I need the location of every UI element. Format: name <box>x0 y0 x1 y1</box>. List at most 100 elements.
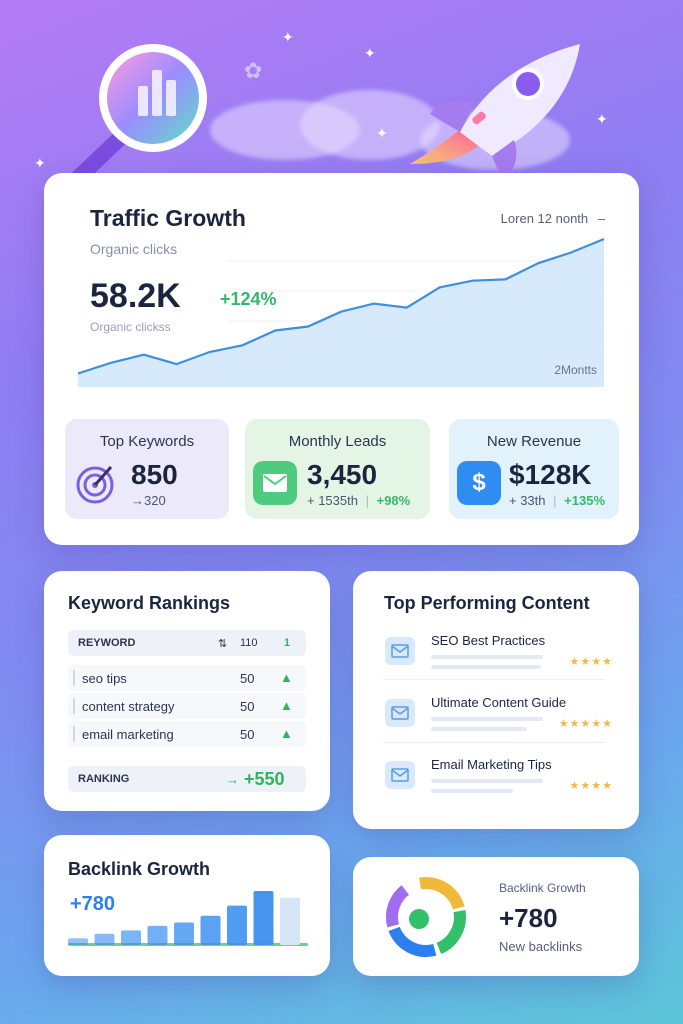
stat-label: Top Keywords <box>99 433 195 450</box>
placeholder-line <box>431 727 527 731</box>
sparkle-icon: ✦ <box>364 45 376 61</box>
keyword-name: email marketing <box>82 727 174 742</box>
content-item[interactable]: Email Marketing Tips ★★★★ <box>383 757 613 809</box>
mail-icon <box>385 637 415 665</box>
mail-icon <box>253 461 297 505</box>
row-marker <box>73 698 75 714</box>
bar <box>121 930 141 945</box>
period-label: Loren 12 nonth <box>500 211 589 226</box>
ranking-value: +550 <box>244 769 285 789</box>
arrow-up-icon: ▲ <box>280 698 293 713</box>
content-item[interactable]: Ultimate Content Guide ★★★★★ <box>383 695 613 747</box>
series-line <box>78 237 605 375</box>
period-selector[interactable]: Loren 12 nonth – <box>501 211 605 226</box>
ranking-summary: RANKING → +550 <box>68 766 306 792</box>
sparkle-icon: ✿ <box>244 58 263 83</box>
traffic-subtitle: Organic clicks <box>90 241 178 257</box>
bar <box>94 933 115 945</box>
traffic-area-chart <box>78 237 605 387</box>
ranking-label: RANKING <box>78 773 130 785</box>
stat-card-monthly-leads[interactable]: Monthly Leads 3,450 + 1535th | +98% <box>245 419 430 519</box>
keyword-name: seo tips <box>82 671 127 686</box>
keyword-rankings-title: Keyword Rankings <box>68 593 231 613</box>
sparkle-icon: ✦ <box>282 29 294 45</box>
stat-label: Monthly Leads <box>288 433 387 450</box>
backlink-growth-card: Backlink Growth +780 <box>44 835 330 976</box>
keyword-table-header: REYWORD ⇅ 110 1 <box>68 630 306 656</box>
sparkle-icon: ✦ <box>596 111 608 127</box>
stat-value: 850 <box>131 459 178 490</box>
stat-gain: +98% <box>376 493 411 508</box>
placeholder-line <box>431 789 513 793</box>
keyword-rank: 50 <box>240 671 255 686</box>
content-name: Email Marketing Tips <box>431 757 552 772</box>
keyword-rank: 50 <box>240 727 255 742</box>
keyword-rankings-card: Keyword Rankings REYWORD ⇅ 110 1 seo tip… <box>44 571 330 811</box>
divider <box>383 679 605 680</box>
traffic-value: 58.2K <box>90 277 181 315</box>
backlink-caption: New backlinks <box>499 939 583 954</box>
traffic-change: +124% <box>220 289 277 309</box>
divider: | <box>365 493 369 508</box>
stat-label: New Revenue <box>486 433 582 450</box>
content-item[interactable]: SEO Best Practices ★★★★ <box>383 633 613 685</box>
placeholder-line <box>431 655 543 659</box>
stat-card-new-revenue[interactable]: New Revenue $ $128K + 33th | +135% <box>449 419 619 519</box>
arrow-right-icon: → <box>226 772 239 787</box>
area-fill <box>78 239 604 387</box>
magnifier-icon <box>70 44 207 186</box>
sparkle-icon: ✦ <box>376 125 388 141</box>
sparkle-icon: ✦ <box>34 155 46 171</box>
backlink-bar-chart <box>68 891 308 946</box>
bar <box>253 891 274 945</box>
placeholder-line <box>431 665 541 669</box>
stat-sub: + 33th <box>509 493 546 508</box>
column-change: 1 <box>284 637 291 649</box>
bar <box>174 922 194 945</box>
backlink-label: Backlink Growth <box>499 881 586 895</box>
target-icon <box>73 461 117 505</box>
chevron-down-icon: – <box>597 211 605 226</box>
keyword-row[interactable]: email marketing 50 ▲ <box>68 721 306 747</box>
keyword-row[interactable]: content strategy 50 ▲ <box>68 693 306 719</box>
star-rating: ★★★★★ <box>558 718 613 730</box>
traffic-subtitle-secondary: Organic clickss <box>90 320 171 334</box>
row-marker <box>73 670 75 686</box>
placeholder-line <box>431 779 543 783</box>
backlink-summary-card: Backlink Growth +780 New backlinks <box>353 857 639 976</box>
traffic-title: Traffic Growth <box>90 205 246 231</box>
divider <box>383 742 605 743</box>
backlink-value: +780 <box>499 903 558 933</box>
mail-icon <box>385 761 415 789</box>
bar <box>200 915 221 945</box>
content-name: SEO Best Practices <box>431 633 546 648</box>
top-content-card: Top Performing Content SEO Best Practice… <box>353 571 639 829</box>
row-marker <box>73 726 75 742</box>
arrow-up-icon: ▲ <box>280 670 293 685</box>
chart-axis-label: 2Montts <box>554 363 597 377</box>
bar <box>68 938 88 945</box>
bar <box>147 925 168 945</box>
stat-card-top-keywords[interactable]: Top Keywords 850 →320 <box>65 419 229 519</box>
column-count: 110 <box>240 637 258 649</box>
stat-value: $128K <box>509 459 592 490</box>
donut-ring-icon <box>386 877 466 957</box>
top-content-title: Top Performing Content <box>384 593 590 613</box>
bar <box>227 905 247 945</box>
placeholder-line <box>431 717 543 721</box>
star-rating: ★★★★ <box>569 656 613 668</box>
backlink-growth-value: +780 <box>70 893 116 915</box>
sort-icon[interactable]: ⇅ <box>218 638 228 650</box>
traffic-growth-card: Traffic Growth Organic clicks Loren 12 n… <box>44 173 639 545</box>
cloud-decoration <box>300 90 440 160</box>
stat-sub: →320 <box>131 493 166 508</box>
dollar-icon: $ <box>457 461 501 505</box>
content-name: Ultimate Content Guide <box>431 695 567 710</box>
keyword-name: content strategy <box>82 699 175 714</box>
keyword-rank: 50 <box>240 699 255 714</box>
rocket-icon <box>410 44 580 184</box>
stat-value: 3,450 <box>307 459 378 490</box>
mail-icon <box>385 699 415 727</box>
keyword-row[interactable]: seo tips 50 ▲ <box>68 665 306 691</box>
stat-sub: + 1535th <box>307 493 358 508</box>
